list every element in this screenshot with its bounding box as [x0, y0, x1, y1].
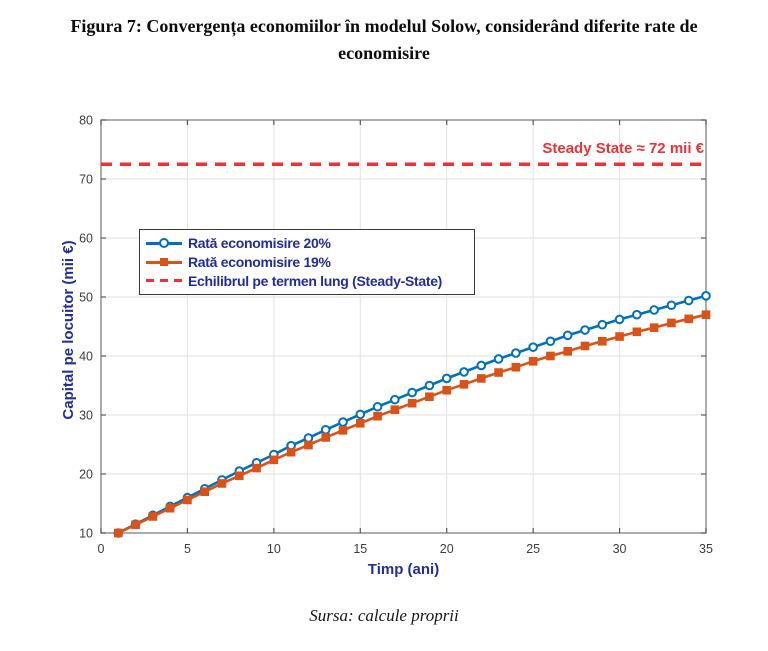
data-point-circle [666, 300, 677, 311]
x-tick-label: 5 [184, 542, 191, 556]
data-point-square [131, 520, 140, 530]
x-tick-label: 25 [526, 542, 540, 556]
data-point-circle [424, 380, 435, 391]
data-point-square [390, 405, 400, 414]
data-point-square [183, 495, 192, 505]
data-point-circle [459, 367, 469, 377]
data-point-square [338, 426, 348, 435]
legend-label-rate-20: Rată economisire 20% [188, 235, 331, 252]
x-tick-label: 35 [699, 542, 713, 556]
data-point-square [269, 455, 279, 465]
data-point-square [373, 411, 382, 421]
data-point-circle [390, 394, 400, 405]
dashed-line-swatch-icon [146, 278, 182, 283]
chart-legend: Rată economisire 20% Rată economisire 19… [139, 229, 475, 295]
legend-item-rate-20: Rată economisire 20% [146, 234, 468, 253]
data-point-circle [614, 314, 625, 325]
figure-title-line2: economisire [338, 43, 430, 63]
data-point-square [425, 392, 434, 402]
x-axis-label: Timp (ani) [367, 561, 440, 578]
series-line-0 [117, 294, 708, 535]
legend-label-steady-state: Echilibrul pe termen lung (Steady-State) [188, 272, 443, 289]
x-tick-label: 30 [613, 542, 627, 556]
x-tick-label: 0 [98, 542, 105, 556]
data-point-circle [683, 295, 694, 306]
data-point-circle [372, 401, 383, 412]
circle-marker-icon [159, 238, 169, 249]
data-point-square [667, 318, 676, 328]
legend-item-steady-state: Echilibrul pe termen lung (Steady-State) [146, 271, 468, 290]
legend-item-rate-19: Rată economisire 19% [146, 253, 468, 272]
y-tick-label: 20 [79, 468, 93, 482]
y-tick-label: 50 [79, 291, 93, 305]
data-point-square [563, 346, 573, 356]
data-point-square [165, 503, 175, 513]
data-point-square [113, 528, 123, 538]
source-note: Sursa: calcule proprii [309, 606, 459, 625]
data-point-square [546, 351, 555, 361]
data-point-circle [597, 319, 608, 330]
line-circle-swatch-icon [146, 238, 182, 249]
data-point-square [632, 327, 642, 337]
data-point-circle [303, 433, 314, 443]
data-point-circle [649, 305, 659, 315]
y-tick-label: 10 [79, 527, 93, 541]
data-point-square [580, 341, 590, 351]
line-square-swatch-icon [146, 258, 182, 266]
x-tick-label: 15 [353, 542, 367, 556]
data-point-square [597, 336, 607, 346]
data-point-square [200, 487, 210, 496]
data-point-circle [701, 291, 711, 301]
data-point-circle [476, 360, 487, 371]
data-point-square [217, 479, 227, 488]
data-point-circle [562, 330, 573, 341]
data-point-circle [580, 325, 590, 335]
y-tick-label: 30 [79, 409, 93, 423]
data-point-circle [441, 373, 452, 384]
data-point-square [684, 314, 694, 324]
data-point-circle [407, 387, 417, 398]
data-point-square [407, 398, 417, 408]
data-point-square [701, 310, 711, 319]
data-point-circle [493, 354, 504, 364]
y-tick-label: 70 [79, 173, 93, 187]
steady-state-annotation: Steady State ≈ 72 mii € [542, 140, 704, 157]
figure-title: Figura 7: Convergența economiilor în mod… [0, 13, 768, 67]
data-point-circle [320, 424, 331, 435]
data-point-square [494, 368, 503, 377]
data-point-square [321, 433, 331, 442]
data-point-circle [528, 342, 538, 352]
data-point-square [459, 380, 469, 389]
series-line-1 [117, 313, 708, 535]
y-tick-label: 60 [79, 232, 93, 246]
data-point-circle [338, 417, 348, 427]
y-tick-label: 80 [79, 114, 93, 128]
data-point-square [476, 374, 486, 383]
data-point-circle [511, 348, 521, 358]
figure-title-line1: Figura 7: Convergența economiilor în mod… [70, 16, 698, 36]
data-point-square [234, 471, 244, 481]
y-tick-label: 40 [79, 350, 93, 364]
data-point-circle [545, 336, 556, 347]
data-point-square [252, 463, 261, 473]
data-point-circle [355, 409, 366, 420]
y-axis-label: Capital pe locuitor (mii €) [60, 240, 77, 420]
data-point-square [148, 512, 158, 521]
square-marker-icon [160, 258, 168, 266]
x-tick-label: 20 [440, 542, 454, 556]
data-point-square [442, 385, 452, 395]
data-point-square [615, 332, 624, 341]
data-point-square [649, 323, 659, 332]
data-point-square [528, 357, 538, 366]
data-point-square [286, 447, 296, 457]
data-point-square [355, 418, 365, 428]
data-point-square [304, 440, 313, 450]
x-tick-label: 10 [267, 542, 281, 556]
axes-frame [100, 119, 707, 534]
legend-label-rate-19: Rată economisire 19% [188, 254, 331, 270]
data-point-square [511, 362, 521, 372]
data-point-circle [632, 309, 642, 320]
